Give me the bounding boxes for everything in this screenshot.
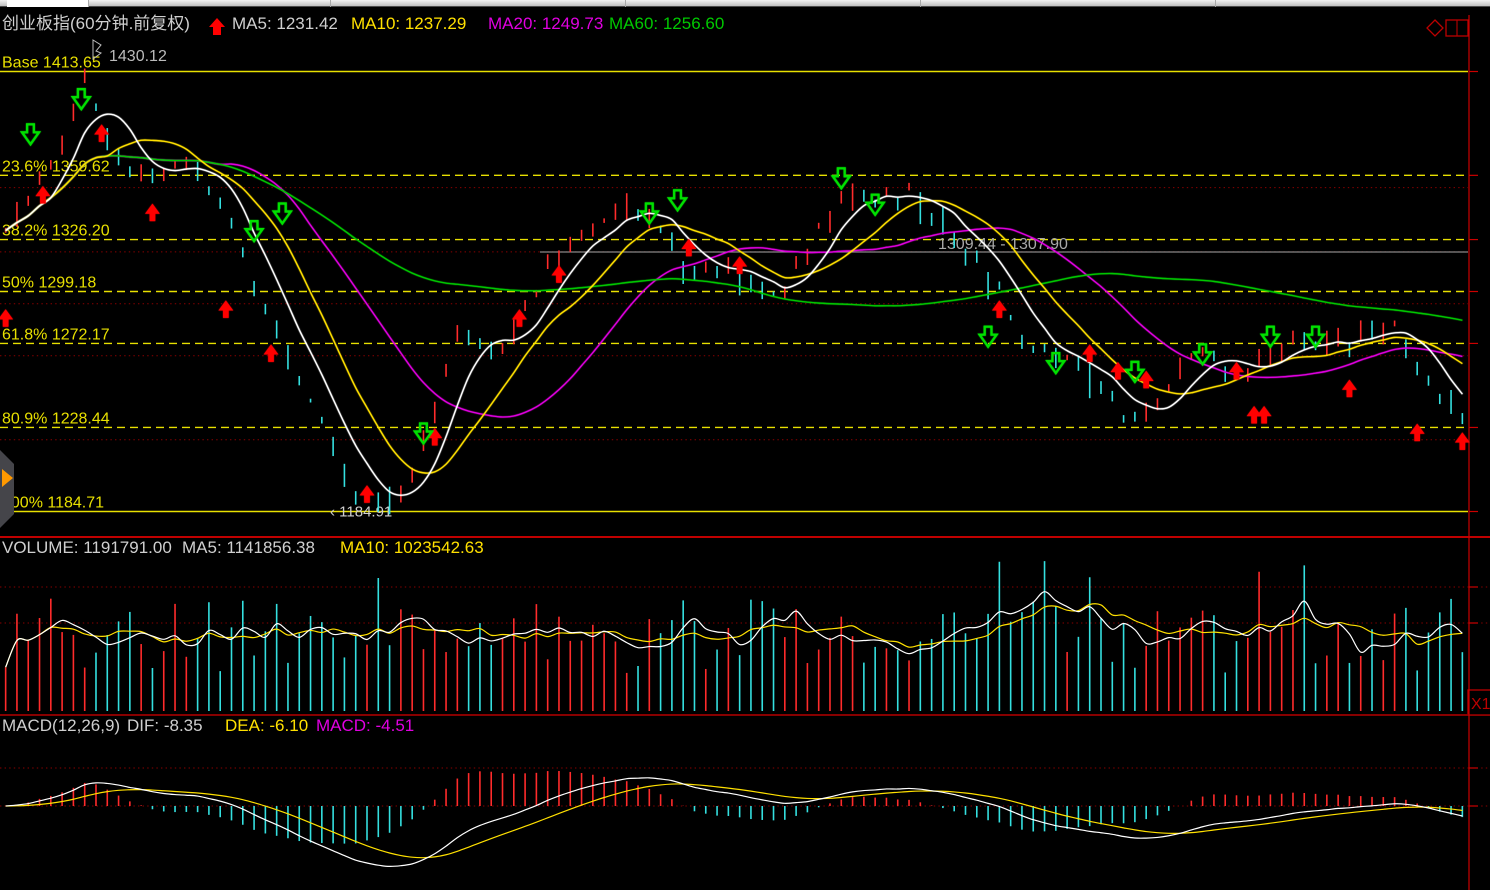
svg-text:VOLUME: 1191791.00: VOLUME: 1191791.00: [2, 538, 172, 557]
svg-text:创业板指(60分钟.前复权): 创业板指(60分钟.前复权): [2, 14, 190, 33]
svg-text:MA60: 1256.60: MA60: 1256.60: [609, 14, 724, 33]
svg-text:38.2% 1326.20: 38.2% 1326.20: [2, 223, 110, 240]
svg-text:X1: X1: [1471, 696, 1490, 713]
svg-text:MACD(12,26,9): MACD(12,26,9): [2, 716, 120, 735]
svg-text:MA10: 1237.29: MA10: 1237.29: [351, 14, 466, 33]
svg-text:50% 1299.18: 50% 1299.18: [2, 275, 96, 292]
svg-text:Base 1413.65: Base 1413.65: [2, 55, 101, 72]
svg-text:1309.44 - 1307.90: 1309.44 - 1307.90: [938, 236, 1068, 253]
svg-text:‹ 1184.91: ‹ 1184.91: [330, 504, 392, 521]
svg-text:1430.12: 1430.12: [109, 48, 167, 65]
svg-text:MA20: 1249.73: MA20: 1249.73: [488, 14, 603, 33]
svg-text:MACD: -4.51: MACD: -4.51: [316, 716, 414, 735]
svg-text:MA10: 1023542.63: MA10: 1023542.63: [340, 538, 484, 557]
svg-text:23.6% 1359.62: 23.6% 1359.62: [2, 158, 110, 175]
svg-text:80.9% 1228.44: 80.9% 1228.44: [2, 410, 110, 427]
svg-text:MA5: 1141856.38: MA5: 1141856.38: [182, 538, 315, 557]
svg-text:100% 1184.71: 100% 1184.71: [2, 495, 104, 512]
svg-text:61.8% 1272.17: 61.8% 1272.17: [2, 326, 110, 343]
svg-text:MA5: 1231.42: MA5: 1231.42: [232, 14, 338, 33]
svg-text:DEA: -6.10: DEA: -6.10: [225, 716, 308, 735]
svg-text:DIF: -8.35: DIF: -8.35: [127, 716, 203, 735]
